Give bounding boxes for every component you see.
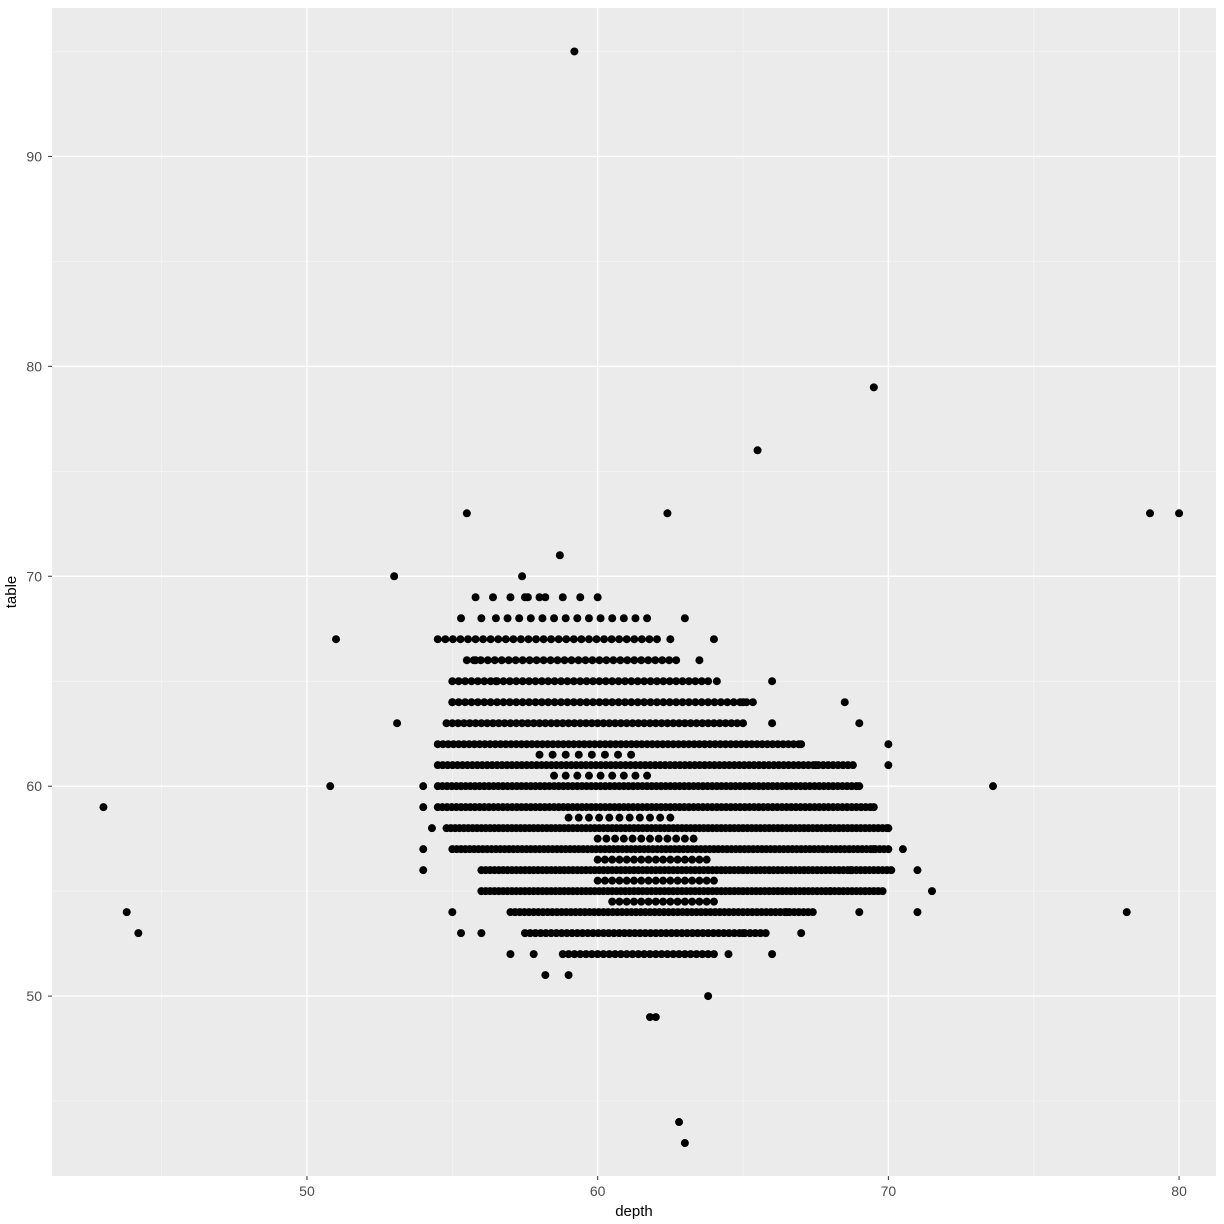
x-tick-label: 60 — [590, 1183, 606, 1199]
y-tick-label: 70 — [26, 568, 42, 584]
y-axis-title: table — [3, 576, 20, 609]
x-tick-label: 70 — [881, 1183, 897, 1199]
scatter-plot: 50 60 70 80 50 60 70 80 90 depth table — [0, 0, 1224, 1224]
x-axis-title: depth — [615, 1203, 653, 1220]
y-tick-label: 80 — [26, 358, 42, 374]
x-tick-label: 80 — [1171, 1183, 1187, 1199]
x-tick-label: 50 — [299, 1183, 315, 1199]
y-tick-label: 90 — [26, 148, 42, 164]
chart-svg: 50 60 70 80 50 60 70 80 90 depth table — [0, 0, 1224, 1224]
y-tick-label: 50 — [26, 988, 42, 1004]
y-tick-label: 60 — [26, 778, 42, 794]
